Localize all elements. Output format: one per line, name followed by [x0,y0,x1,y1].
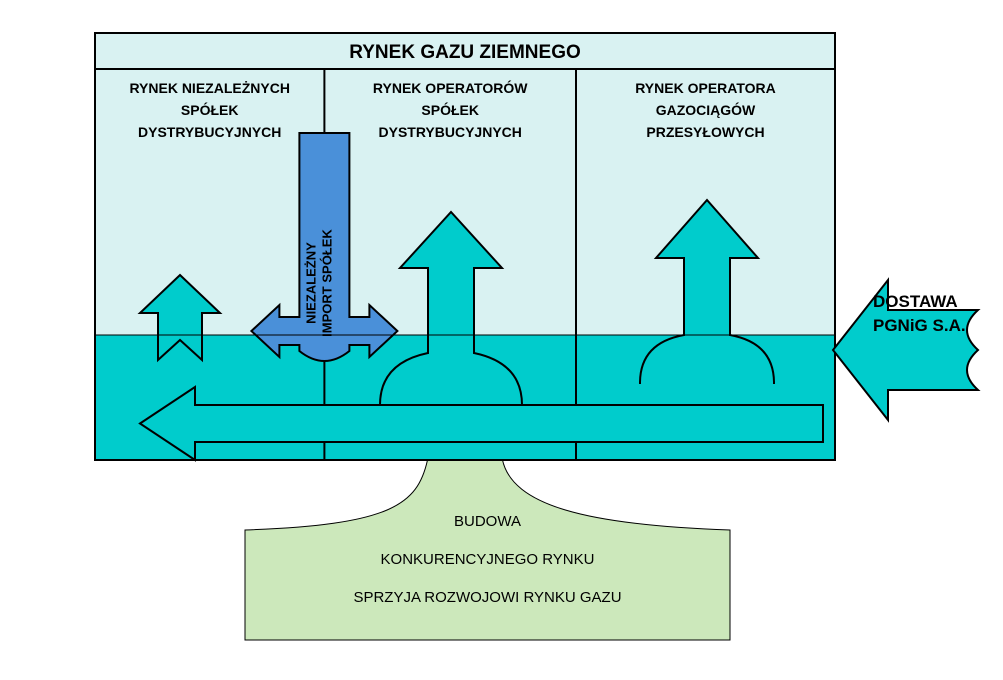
column-header-text: DYSTRYBUCYJNYCH [138,124,281,140]
column-header-text: RYNEK NIEZALEŻNYCH [129,80,290,96]
column-header-text: DYSTRYBUCYJNYCH [379,124,522,140]
title-text: RYNEK GAZU ZIEMNEGO [349,42,581,63]
pedestal-text: BUDOWA [454,513,521,530]
svg-text:NIEZALEŻNY: NIEZALEŻNY [303,242,318,324]
dostawa-text: DOSTAWA [873,292,958,311]
column-header-text: SPÓŁEK [181,101,239,118]
column-header-text: RYNEK OPERATORA [635,80,776,96]
svg-text:IMPORT SPÓŁEK: IMPORT SPÓŁEK [319,229,334,337]
pedestal-text: SPRZYJA ROZWOJOWI RYNKU GAZU [353,589,621,606]
column-header-text: GAZOCIĄGÓW [656,101,756,118]
column-header-text: SPÓŁEK [421,101,479,118]
pedestal-text: KONKURENCYJNEGO RYNKU [381,551,595,568]
dostawa-text: PGNiG S.A. [873,316,966,335]
column-header-text: RYNEK OPERATORÓW [373,79,528,96]
pedestal-shape [245,460,730,640]
column-header-text: PRZESYŁOWYCH [646,124,764,140]
import-label-group: NIEZALEŻNYIMPORT SPÓŁEK [303,229,334,337]
